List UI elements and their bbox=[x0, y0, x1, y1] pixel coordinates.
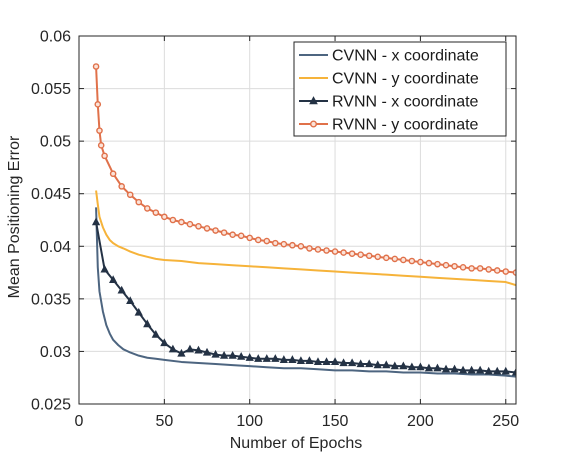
y-tick-label: 0.025 bbox=[31, 397, 71, 414]
data-point bbox=[469, 266, 474, 271]
data-point bbox=[162, 214, 167, 219]
y-tick-label: 0.03 bbox=[40, 344, 71, 361]
data-point bbox=[375, 254, 380, 259]
data-point bbox=[145, 206, 150, 211]
x-axis-label: Number of Epochs bbox=[230, 435, 363, 452]
legend-label: RVNN - y coordinate bbox=[332, 117, 479, 134]
data-point bbox=[290, 243, 295, 248]
data-point bbox=[495, 268, 500, 273]
data-point bbox=[281, 242, 286, 247]
y-tick-label: 0.045 bbox=[31, 186, 71, 203]
x-tick-label: 100 bbox=[236, 413, 263, 430]
data-point bbox=[418, 259, 423, 264]
data-point bbox=[324, 248, 329, 253]
data-point bbox=[99, 143, 104, 148]
data-point bbox=[298, 244, 303, 249]
data-point bbox=[367, 253, 372, 258]
data-point bbox=[358, 252, 363, 257]
data-point bbox=[111, 171, 116, 176]
data-point bbox=[332, 249, 337, 254]
data-point bbox=[221, 230, 226, 235]
x-tick-label: 150 bbox=[322, 413, 349, 430]
data-point bbox=[196, 224, 201, 229]
data-point bbox=[307, 246, 312, 251]
legend-label: CVNN - y coordinate bbox=[332, 71, 479, 88]
data-point bbox=[273, 241, 278, 246]
data-point bbox=[136, 200, 141, 205]
data-point bbox=[409, 258, 414, 263]
data-point bbox=[179, 220, 184, 225]
data-point bbox=[239, 233, 244, 238]
data-point bbox=[392, 256, 397, 261]
y-tick-label: 0.06 bbox=[40, 29, 71, 46]
data-point bbox=[213, 228, 218, 233]
data-point bbox=[384, 255, 389, 260]
data-point bbox=[460, 265, 465, 270]
x-tick-label: 0 bbox=[75, 413, 84, 430]
x-tick-label: 50 bbox=[155, 413, 173, 430]
data-point bbox=[153, 210, 158, 215]
data-point bbox=[350, 251, 355, 256]
y-tick-label: 0.035 bbox=[31, 291, 71, 308]
legend-label: CVNN - x coordinate bbox=[332, 48, 479, 65]
data-point bbox=[315, 247, 320, 252]
data-point bbox=[426, 261, 431, 266]
data-point bbox=[443, 263, 448, 268]
data-point bbox=[256, 237, 261, 242]
data-point bbox=[204, 226, 209, 231]
data-point bbox=[230, 232, 235, 237]
data-point bbox=[119, 184, 124, 189]
y-tick-label: 0.05 bbox=[40, 134, 71, 151]
data-point bbox=[486, 267, 491, 272]
x-tick-label: 250 bbox=[492, 413, 519, 430]
data-point bbox=[93, 64, 98, 69]
data-point bbox=[341, 250, 346, 255]
legend: CVNN - x coordinate CVNN - y coordinate RV… bbox=[294, 42, 506, 136]
data-point bbox=[95, 102, 100, 107]
data-point bbox=[401, 257, 406, 262]
data-point bbox=[170, 217, 175, 222]
y-tick-label: 0.04 bbox=[40, 239, 71, 256]
y-axis-label: Mean Positioning Error bbox=[6, 135, 23, 298]
data-point bbox=[435, 262, 440, 267]
data-point bbox=[264, 238, 269, 243]
legend-label: RVNN - x coordinate bbox=[332, 94, 479, 111]
data-point bbox=[187, 222, 192, 227]
x-tick-label: 200 bbox=[407, 413, 434, 430]
y-tick-label: 0.055 bbox=[31, 81, 71, 98]
legend-marker bbox=[311, 121, 317, 127]
data-point bbox=[478, 266, 483, 271]
data-point bbox=[97, 128, 102, 133]
data-point bbox=[102, 153, 107, 158]
data-point bbox=[452, 264, 457, 269]
data-point bbox=[128, 192, 133, 197]
data-point bbox=[247, 235, 252, 240]
data-point bbox=[503, 269, 508, 274]
